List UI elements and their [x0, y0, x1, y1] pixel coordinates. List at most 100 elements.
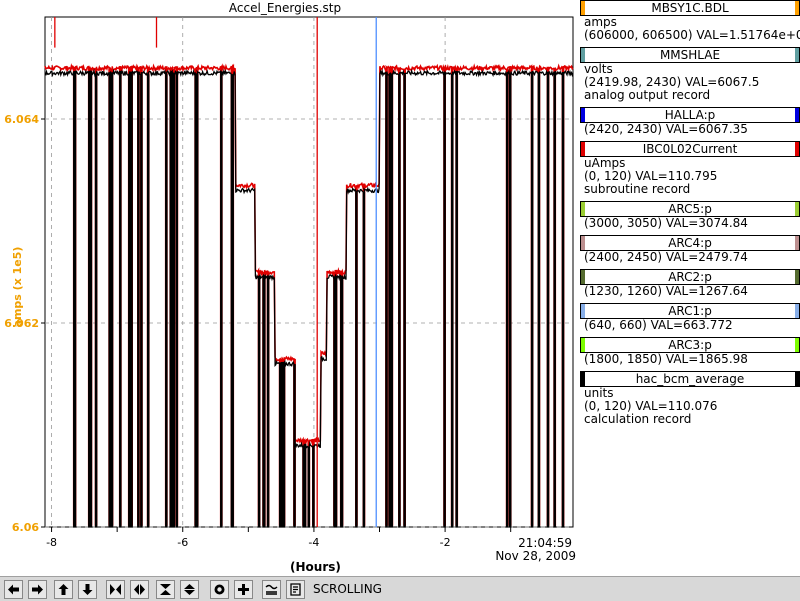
legend-entry-arc2-p[interactable]: ARC2:p [580, 269, 800, 285]
legend-color-swatch [581, 48, 585, 62]
time-label: 21:04:59 [518, 536, 572, 550]
legend-color-swatch [581, 270, 585, 284]
zoom-in-y-icon [160, 584, 171, 595]
legend-color-swatch [795, 338, 799, 352]
legend-color-swatch [581, 338, 585, 352]
arrow-up-icon [58, 584, 69, 595]
x-axis-label: (Hours) [290, 560, 341, 574]
scroll-down-button[interactable] [78, 580, 97, 599]
legend-entry-name: IBC0L02Current [642, 142, 738, 156]
crosshair-icon [238, 584, 249, 595]
legend-color-swatch [581, 202, 585, 216]
cursor-markers [54, 17, 377, 527]
legend-entry-name: hac_bcm_average [635, 372, 745, 386]
legend-color-swatch [581, 304, 585, 318]
legend-entry-hac-bcm-average[interactable]: hac_bcm_average [580, 371, 800, 387]
legend-panel: MBSY1C.BDL amps (606000, 606500) VAL=1.517… [578, 0, 800, 426]
legend-entry-arc3-p[interactable]: ARC3:p [580, 337, 800, 353]
plot-area[interactable]: 6.06 6.062 6.064 -8 -6 -4 -2 [0, 0, 578, 576]
legend-entry-mbsy1c-bdl[interactable]: MBSY1C.BDL [580, 0, 800, 16]
legend-detail-line: volts [584, 62, 613, 76]
legend-detail-line: analog output record [584, 88, 711, 102]
auto-scale-button[interactable] [210, 580, 229, 599]
legend-color-swatch [795, 142, 799, 156]
series-traces [44, 63, 574, 528]
legend-detail-line: (640, 660) VAL=663.772 [584, 318, 733, 332]
x-tick-label: -6 [177, 536, 188, 549]
legend-color-swatch [795, 48, 799, 62]
legend-detail-line: uAmps [584, 156, 626, 170]
legend-entry-name: ARC5:p [668, 202, 712, 216]
legend-detail-line: (0, 120) VAL=110.076 [584, 399, 718, 413]
legend-detail-line: (1800, 1850) VAL=1865.98 [584, 352, 748, 366]
scroll-right-button[interactable] [28, 580, 47, 599]
y-tick-label: 6.062 [4, 317, 39, 330]
auto-scale-icon [214, 584, 225, 595]
legend-color-swatch [795, 1, 799, 15]
legend-entry-name: ARC4:p [668, 236, 712, 250]
legend-entry-name: ARC2:p [668, 270, 712, 284]
legend-entry-arc1-p[interactable]: ARC1:p [580, 303, 800, 319]
x-axis-ticks: -8 -6 -4 -2 [46, 527, 512, 549]
y-axis-ticks: 6.06 6.062 6.064 [4, 113, 45, 534]
legend-detail-line: (2420, 2430) VAL=6067.35 [584, 122, 748, 136]
legend-color-swatch [795, 304, 799, 318]
zoom-in-y-button[interactable] [156, 580, 175, 599]
legend-color-swatch [795, 108, 799, 122]
legend-detail-line: (0, 120) VAL=110.795 [584, 169, 718, 183]
zoom-out-y-button[interactable] [180, 580, 199, 599]
zoom-out-x-button[interactable] [130, 580, 149, 599]
legend-color-swatch [581, 1, 585, 15]
axis-toggle-icon [265, 584, 278, 595]
zoom-out-x-icon [134, 584, 145, 595]
crosshair-button[interactable] [234, 580, 253, 599]
arrow-down-icon [82, 584, 93, 595]
legend-color-swatch [795, 372, 799, 386]
legend-entry-name: HALLA:p [664, 108, 716, 122]
legend-detail-line: subroutine record [584, 182, 691, 196]
zoom-in-x-icon [110, 584, 121, 595]
x-tick-label: -4 [308, 536, 319, 549]
axis-toggle-button[interactable] [262, 580, 281, 599]
legend-entry-arc5-p[interactable]: ARC5:p [580, 201, 800, 217]
x-tick-label: -2 [440, 536, 451, 549]
legend-entry-ibc0l02current[interactable]: IBC0L02Current [580, 141, 800, 157]
legend-color-swatch [795, 236, 799, 250]
legend-color-swatch [795, 270, 799, 284]
plot-title: Accel_Energies.stp [228, 1, 342, 15]
arrow-right-icon [32, 584, 43, 595]
date-label: Nov 28, 2009 [495, 549, 576, 563]
legend-detail-line: (606000, 606500) VAL=1.51764e+06 [584, 28, 800, 42]
legend-entry-arc4-p[interactable]: ARC4:p [580, 235, 800, 251]
time-mode-icon [290, 583, 301, 596]
legend-detail-line: (2400, 2450) VAL=2479.74 [584, 250, 748, 264]
zoom-in-x-button[interactable] [106, 580, 125, 599]
legend-detail-line: (1230, 1260) VAL=1267.64 [584, 284, 748, 298]
y-axis-label: amps (x 1e5) [11, 246, 24, 328]
legend-entry-name: MMSHLAE [659, 48, 721, 62]
scroll-mode-status: SCROLLING [313, 582, 382, 596]
zoom-out-y-icon [184, 584, 195, 595]
legend-entry-halla-p[interactable]: HALLA:p [580, 107, 800, 123]
x-tick-label: -8 [46, 536, 57, 549]
y-tick-label: 6.064 [4, 113, 39, 126]
y-tick-label: 6.06 [12, 521, 39, 534]
legend-color-swatch [581, 236, 585, 250]
legend-entry-name: MBSY1C.BDL [651, 1, 729, 15]
time-mode-button[interactable] [286, 580, 305, 599]
legend-color-swatch [581, 108, 585, 122]
legend-entry-name: ARC1:p [668, 304, 712, 318]
legend-detail-line: (3000, 3050) VAL=3074.84 [584, 216, 748, 230]
legend-entry-mmshlae[interactable]: MMSHLAE [580, 47, 800, 63]
legend-detail-line: units [584, 386, 614, 400]
legend-color-swatch [581, 372, 585, 386]
legend-detail-line: amps [584, 15, 617, 29]
scroll-up-button[interactable] [54, 580, 73, 599]
toolbar: SCROLLING [0, 576, 800, 601]
scroll-left-button[interactable] [4, 580, 23, 599]
arrow-left-icon [8, 584, 19, 595]
legend-detail-line: calculation record [584, 412, 692, 426]
legend-color-swatch [795, 202, 799, 216]
legend-entry-name: ARC3:p [668, 338, 712, 352]
legend-color-swatch [581, 142, 585, 156]
